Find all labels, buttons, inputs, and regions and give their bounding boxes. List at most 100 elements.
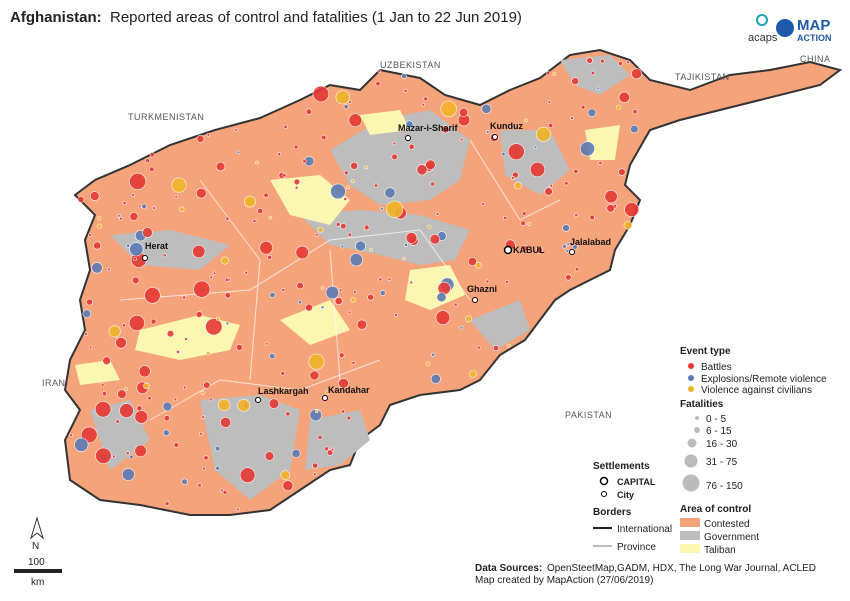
scale-line — [14, 569, 62, 573]
event-dot — [121, 468, 135, 481]
event-dot — [320, 286, 325, 290]
event-dot — [579, 141, 595, 157]
event-dot — [343, 104, 349, 110]
event-dot — [436, 292, 447, 303]
event-dot — [119, 403, 134, 418]
event-dot — [485, 130, 490, 134]
event-dot — [117, 214, 121, 218]
event-dot — [392, 141, 397, 146]
event-dot — [209, 275, 214, 280]
event-dot — [102, 356, 111, 366]
taliban-area — [405, 265, 465, 310]
event-dot — [206, 350, 211, 356]
event-dot — [320, 305, 325, 310]
province-border — [119, 139, 561, 421]
event-dot — [136, 405, 143, 412]
event-dot — [305, 108, 313, 115]
event-dot — [88, 345, 93, 350]
event-dot — [255, 160, 259, 165]
event-dot — [618, 91, 630, 104]
event-dot — [476, 345, 481, 350]
event-dot — [547, 100, 552, 105]
event-dot — [586, 57, 593, 64]
city-label: Mazar-i-Sharif — [398, 123, 459, 133]
city-marker — [472, 297, 478, 303]
event-dot — [197, 483, 202, 488]
event-dot — [181, 478, 188, 485]
event-dot — [208, 397, 213, 402]
event-dot — [377, 69, 382, 73]
legend-label: Government — [704, 532, 759, 543]
event-dot — [293, 178, 301, 186]
event-dot — [308, 353, 325, 370]
event-dot — [235, 343, 243, 351]
event-dot — [215, 161, 226, 172]
event-dot — [375, 81, 381, 87]
legend-label: City — [617, 490, 634, 500]
event-dot — [142, 227, 153, 238]
government-area — [305, 410, 370, 470]
legend-swatch — [680, 544, 700, 553]
event-dot — [529, 161, 546, 178]
event-dot — [574, 267, 580, 272]
event-dot — [285, 411, 291, 417]
event-dot — [353, 289, 357, 294]
event-dot — [467, 256, 477, 266]
event-dot — [293, 144, 299, 150]
event-dot — [324, 446, 329, 452]
event-dot — [596, 86, 601, 91]
legend-swatch — [682, 474, 700, 492]
event-dot — [325, 390, 330, 395]
sources-label: Data Sources: — [475, 563, 542, 574]
acaps-icon — [756, 14, 768, 26]
event-dot — [199, 431, 203, 436]
event-dot — [282, 173, 287, 178]
event-dot — [335, 222, 341, 227]
event-dot — [126, 243, 131, 248]
event-dot — [69, 433, 73, 438]
event-dot — [469, 370, 477, 378]
event-dot — [183, 385, 187, 390]
event-dot — [217, 398, 231, 412]
legend-title: Event type — [680, 346, 731, 357]
event-dot — [408, 143, 415, 150]
event-dot — [535, 246, 543, 254]
legend-swatch — [688, 375, 694, 381]
event-dot — [196, 134, 205, 143]
event-dot — [131, 193, 136, 197]
sources-text: OpenSteetMap,GADM, HDX, The Long War Jou… — [547, 563, 816, 574]
event-dot — [547, 122, 554, 129]
logo-text: MAP — [797, 17, 830, 34]
event-dot — [590, 70, 596, 76]
event-dot — [129, 211, 139, 221]
country-label: UZBEKISTAN — [380, 60, 441, 70]
legend-swatch — [695, 416, 699, 420]
event-dot — [427, 224, 432, 229]
event-dot — [604, 190, 618, 204]
event-dot — [314, 232, 319, 237]
event-dot — [176, 349, 180, 354]
taliban-area — [280, 300, 350, 345]
city-label: Kandahar — [328, 385, 370, 395]
event-dot — [481, 103, 492, 114]
legend-title: Area of control — [680, 504, 751, 515]
legend-swatch — [688, 363, 694, 369]
event-dot — [580, 104, 586, 110]
event-dot — [349, 253, 363, 267]
event-dot — [122, 201, 127, 206]
event-dot — [384, 187, 396, 199]
event-dot — [416, 164, 428, 176]
event-dot — [571, 77, 580, 86]
legend: Event type Battles Explosions/Remote vio… — [593, 346, 827, 556]
event-dot — [144, 287, 161, 304]
event-dot — [244, 195, 256, 208]
event-dot — [193, 280, 211, 298]
event-dot — [317, 226, 324, 233]
event-dot — [89, 191, 100, 201]
event-dot — [521, 245, 529, 252]
event-dot — [143, 382, 150, 389]
country-label: TURKMENISTAN — [128, 112, 204, 122]
event-dot — [325, 285, 339, 300]
legend-label: 31 - 75 — [706, 457, 738, 468]
event-dot — [351, 360, 356, 365]
